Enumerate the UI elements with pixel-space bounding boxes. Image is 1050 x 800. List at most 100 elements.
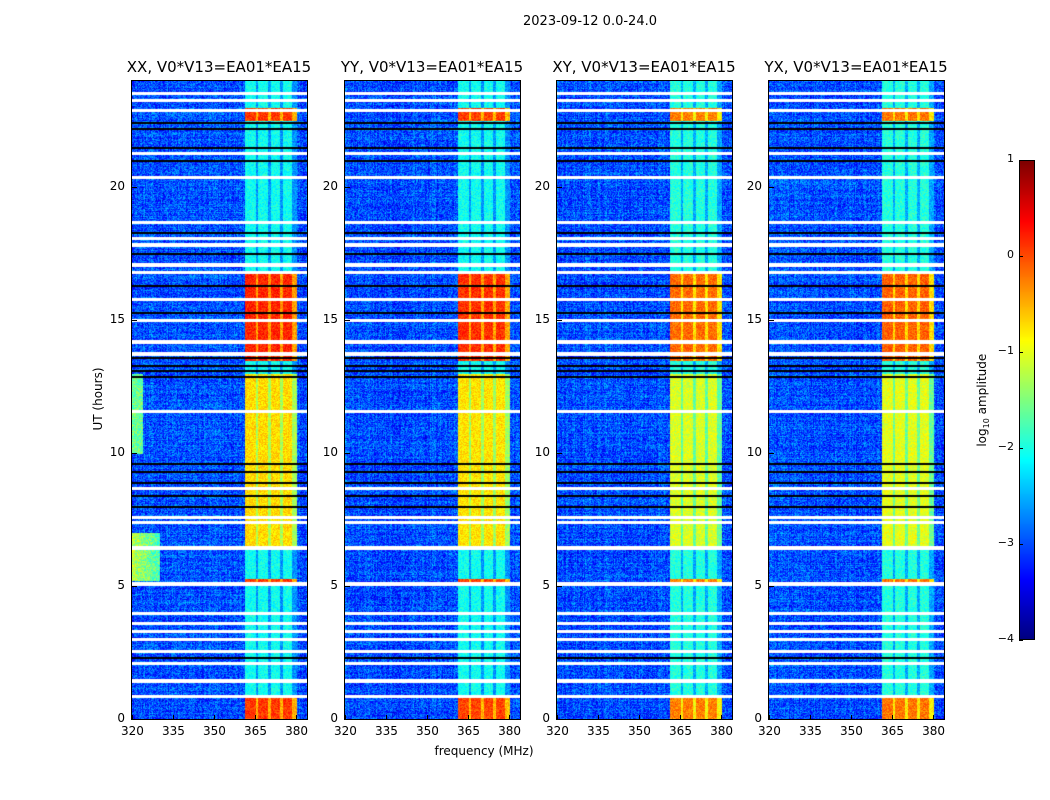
spectrogram-1	[345, 81, 520, 719]
y-tick-label: 20	[746, 179, 762, 194]
y-tick-mark	[345, 453, 350, 455]
y-tick-mark	[557, 320, 562, 322]
colorbar-label: log10 amplitude	[975, 345, 991, 455]
y-tick-mark	[769, 453, 774, 455]
y-tick-label: 10	[109, 445, 125, 460]
x-tick-label: 350	[203, 724, 226, 738]
y-tick-mark	[132, 320, 137, 322]
spectrogram-panel	[131, 80, 308, 720]
colorbar-tick-label: 1	[1007, 152, 1014, 165]
y-tick-mark	[132, 586, 137, 588]
panel-title: YY, V0*V13=EA01*EA15	[340, 58, 524, 76]
y-tick-label: 5	[117, 578, 125, 593]
x-tick-label: 365	[669, 724, 692, 738]
spectrogram-2	[557, 81, 732, 719]
y-tick-label: 5	[330, 578, 338, 593]
x-tick-label: 380	[922, 724, 945, 738]
y-tick-label: 20	[322, 179, 338, 194]
x-tick-label: 350	[628, 724, 651, 738]
colorbar-tick-mark	[1019, 544, 1023, 545]
x-tick-mark	[639, 715, 641, 720]
y-tick-label: 10	[746, 445, 762, 460]
y-tick-mark	[557, 586, 562, 588]
x-tick-mark	[933, 715, 935, 720]
x-tick-mark	[557, 715, 558, 720]
x-axis-label: frequency (MHz)	[434, 744, 534, 758]
spectrogram-panel	[768, 80, 945, 720]
x-tick-mark	[386, 715, 388, 720]
y-tick-label: 20	[109, 179, 125, 194]
y-tick-mark	[557, 453, 562, 455]
y-tick-label: 10	[322, 445, 338, 460]
y-tick-mark	[345, 187, 350, 189]
colorbar-label-sub: 10	[982, 418, 992, 429]
x-tick-mark	[214, 715, 216, 720]
colorbar-tick-mark	[1019, 352, 1023, 353]
spectrogram-panel	[556, 80, 733, 720]
x-tick-mark	[680, 715, 682, 720]
y-tick-mark	[132, 187, 137, 189]
spectrogram-0	[132, 81, 307, 719]
y-tick-label: 5	[754, 578, 762, 593]
y-tick-mark	[345, 719, 350, 720]
y-tick-label: 5	[542, 578, 550, 593]
y-tick-label: 0	[117, 711, 125, 725]
colorbar-tick-mark	[1019, 448, 1023, 449]
colorbar-tick-label: 0	[1007, 248, 1014, 261]
x-tick-mark	[468, 715, 470, 720]
x-tick-mark	[255, 715, 257, 720]
x-tick-label: 335	[587, 724, 610, 738]
y-tick-label: 15	[322, 312, 338, 327]
x-tick-label: 380	[285, 724, 308, 738]
x-tick-mark	[345, 715, 346, 720]
x-tick-mark	[173, 715, 175, 720]
y-tick-mark	[345, 586, 350, 588]
y-tick-label: 15	[534, 312, 550, 327]
y-tick-label: 0	[542, 711, 550, 725]
x-tick-mark	[509, 715, 511, 720]
x-tick-label: 365	[457, 724, 480, 738]
x-tick-mark	[892, 715, 894, 720]
x-tick-mark	[851, 715, 853, 720]
x-tick-label: 365	[881, 724, 904, 738]
colorbar	[1019, 160, 1035, 640]
x-tick-mark	[721, 715, 723, 720]
y-tick-mark	[132, 719, 137, 720]
x-tick-label: 335	[375, 724, 398, 738]
spectrogram-3	[769, 81, 944, 719]
x-tick-label: 320	[546, 724, 569, 738]
y-tick-mark	[557, 187, 562, 189]
x-tick-label: 335	[162, 724, 185, 738]
y-tick-mark	[345, 320, 350, 322]
y-tick-label: 10	[534, 445, 550, 460]
x-tick-mark	[810, 715, 812, 720]
spectrogram-panel	[344, 80, 521, 720]
y-tick-label: 20	[534, 179, 550, 194]
panel-title: XY, V0*V13=EA01*EA15	[552, 58, 736, 76]
y-tick-mark	[557, 719, 562, 720]
x-tick-label: 350	[416, 724, 439, 738]
x-tick-label: 335	[799, 724, 822, 738]
x-tick-label: 320	[121, 724, 144, 738]
colorbar-tick-mark	[1019, 256, 1023, 257]
panel-title: XX, V0*V13=EA01*EA15	[126, 58, 312, 76]
colorbar-tick-label: −4	[997, 632, 1014, 645]
y-tick-mark	[769, 187, 774, 189]
y-tick-label: 0	[330, 711, 338, 725]
x-tick-label: 380	[710, 724, 733, 738]
x-tick-mark	[132, 715, 133, 720]
colorbar-tick-label: −3	[997, 536, 1014, 549]
colorbar-tick-label: −1	[997, 344, 1014, 357]
x-tick-label: 365	[244, 724, 267, 738]
y-tick-mark	[769, 586, 774, 588]
colorbar-tick-label: −2	[997, 440, 1014, 453]
x-tick-label: 380	[498, 724, 521, 738]
y-tick-label: 15	[746, 312, 762, 327]
x-tick-mark	[769, 715, 770, 720]
y-tick-mark	[769, 719, 774, 720]
x-tick-label: 320	[334, 724, 357, 738]
colorbar-tick-mark	[1019, 640, 1023, 641]
x-tick-mark	[427, 715, 429, 720]
y-axis-label: UT (hours)	[91, 367, 105, 431]
